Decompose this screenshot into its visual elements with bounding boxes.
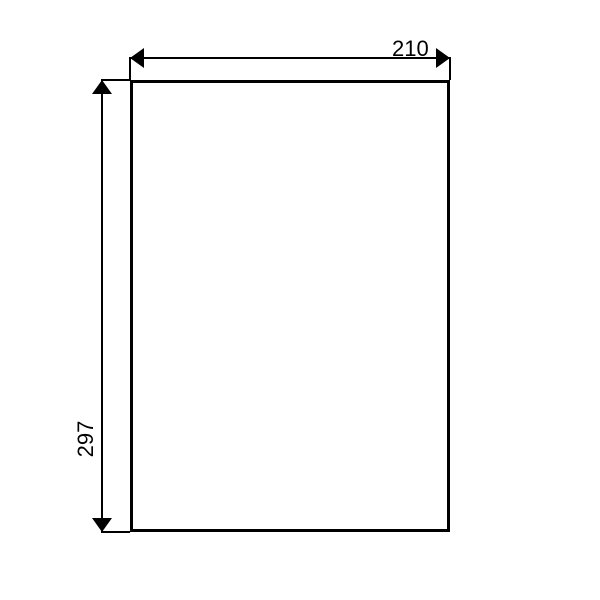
left-dimension-label: 297 [73, 419, 99, 459]
top-arrow-left [130, 48, 144, 68]
top-arrow-right [436, 48, 450, 68]
diagram-stage: 210 297 [0, 0, 600, 600]
top-dimension-label: 210 [392, 36, 429, 62]
sheet-rectangle [130, 80, 450, 532]
left-arrow-bottom [92, 518, 112, 532]
left-dimension-line [101, 80, 103, 532]
left-arrow-top [92, 80, 112, 94]
